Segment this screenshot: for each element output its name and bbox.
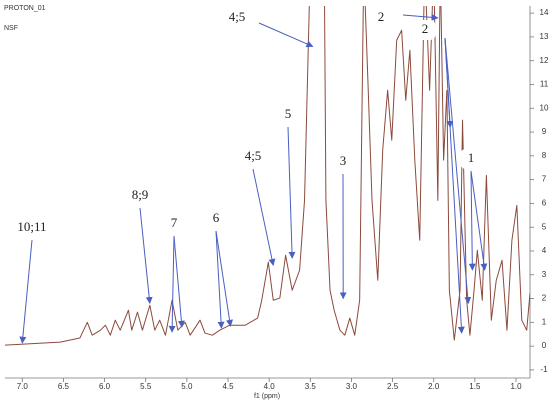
annotation-box xyxy=(414,20,436,40)
annotation-box xyxy=(277,105,299,125)
plot-area xyxy=(5,6,530,346)
y-tick-label: 2 xyxy=(542,294,547,303)
y-tick-label: 3 xyxy=(542,270,547,279)
annotation-arrow xyxy=(215,230,233,327)
x-tick-label: 2.5 xyxy=(387,382,399,391)
y-tick-label: 1 xyxy=(542,317,547,326)
header-title: PROTON_01 xyxy=(4,5,46,12)
x-tick-label: 4.5 xyxy=(222,382,234,391)
y-tick-label: 9 xyxy=(542,127,547,136)
annotation-box xyxy=(219,8,255,28)
annotation-arrow xyxy=(468,170,476,271)
y-tick-label: 14 xyxy=(540,8,549,17)
annotation-label: 2 xyxy=(378,9,385,24)
annotation-box xyxy=(122,186,158,206)
annotation-arrow xyxy=(470,170,488,271)
annotation-box xyxy=(205,209,227,229)
annotation-arrow xyxy=(287,126,296,259)
y-tick-label: -1 xyxy=(540,365,548,374)
annotation-arrow xyxy=(19,239,33,344)
x-tick-label: 4.0 xyxy=(264,382,276,391)
annotation-arrow xyxy=(444,37,465,334)
annotation-label: 4;5 xyxy=(245,148,262,163)
annotation-label: 5 xyxy=(285,106,292,121)
annotation-box xyxy=(235,147,271,167)
annotation-arrow xyxy=(173,235,185,328)
annotation-label: 1 xyxy=(468,150,475,165)
x-tick-label: 2.0 xyxy=(428,382,440,391)
y-tick-label: 4 xyxy=(542,246,547,255)
x-tick-label: 3.0 xyxy=(346,382,358,391)
y-tick-label: 11 xyxy=(540,80,549,89)
x-tick-label: 5.5 xyxy=(140,382,152,391)
y-tick-label: 6 xyxy=(542,199,547,208)
annotation-box xyxy=(370,8,392,28)
annotation-arrow xyxy=(258,22,314,48)
y-tick-label: 8 xyxy=(542,151,547,160)
x-tick-label: 1.0 xyxy=(510,382,522,391)
x-tick-label: 1.5 xyxy=(469,382,481,391)
annotation-arrow xyxy=(444,37,472,305)
x-tick-label: 5.0 xyxy=(181,382,193,391)
annotation-arrow xyxy=(402,13,439,21)
x-tick-label: 6.0 xyxy=(99,382,111,391)
annotation-label: 3 xyxy=(340,153,347,168)
y-tick-label: 5 xyxy=(542,222,547,231)
annotation-label: 7 xyxy=(171,215,178,230)
annotation-box xyxy=(7,218,57,238)
annotation-box xyxy=(332,152,354,172)
y-tick-label: 12 xyxy=(540,56,549,65)
annotation-arrow xyxy=(168,235,176,333)
header-subtitle: NSF xyxy=(4,25,18,32)
spectrum-line xyxy=(5,6,530,346)
annotation-label: 2 xyxy=(422,21,429,36)
y-tick-label: 7 xyxy=(542,175,547,184)
y-tick-label: 13 xyxy=(540,32,549,41)
annotation-arrow xyxy=(215,230,225,329)
x-tick-label: 7.0 xyxy=(17,382,29,391)
annotation-box xyxy=(163,214,185,234)
y-tick-label: 0 xyxy=(542,341,547,350)
x-tick-label: 3.5 xyxy=(305,382,317,391)
annotation-label: 8;9 xyxy=(132,187,149,202)
annotation-arrow xyxy=(139,207,153,305)
annotation-label: 6 xyxy=(213,210,220,225)
annotation-arrow xyxy=(252,168,276,266)
annotation-label: 4;5 xyxy=(229,9,246,24)
x-axis-label: f1 (ppm) xyxy=(254,393,280,400)
y-tick-label: 10 xyxy=(540,103,549,112)
annotation-box xyxy=(460,149,482,169)
annotation-label: 10;11 xyxy=(17,219,46,234)
x-tick-label: 6.5 xyxy=(58,382,70,391)
